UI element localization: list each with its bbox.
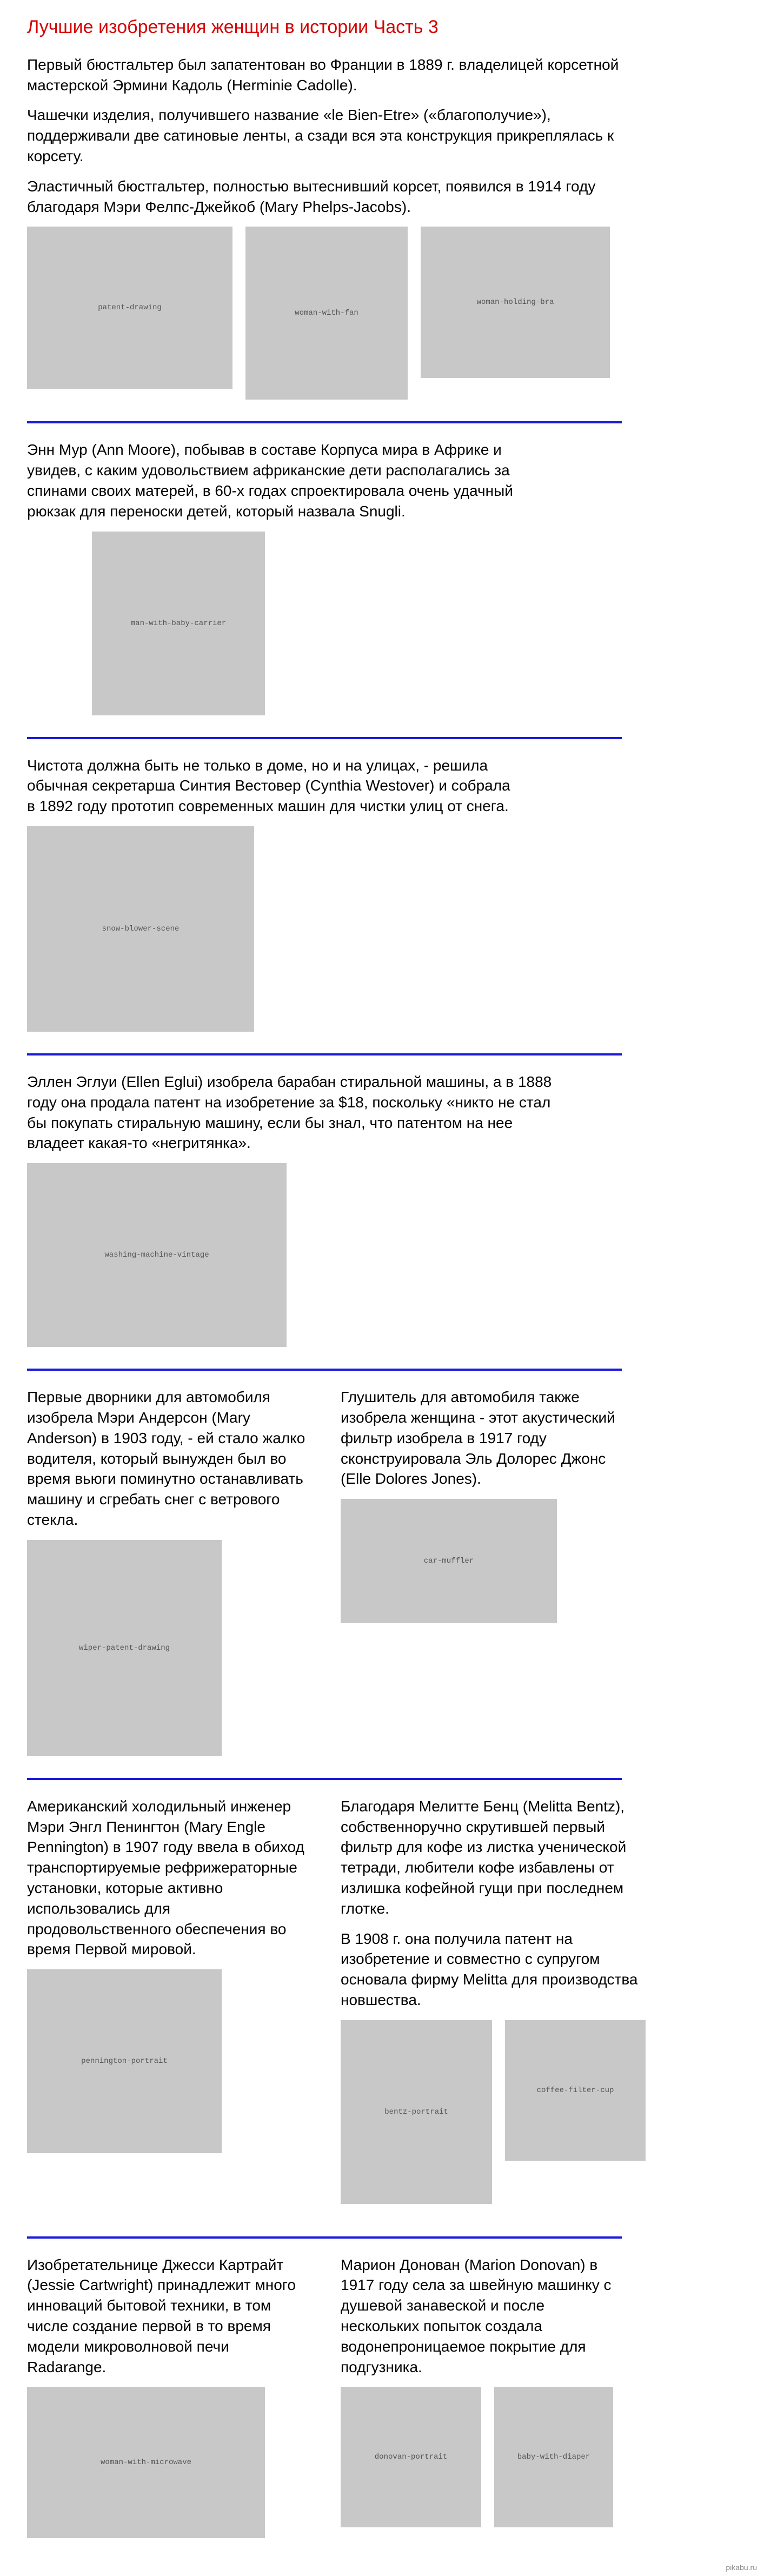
sec2-p1: Энн Мур (Ann Moore), побывав в составе К… — [27, 440, 557, 521]
page-title: Лучшие изобретения женщин в истории Част… — [27, 16, 622, 38]
sec5-columns: Первые дворники для автомобиля изобрела … — [27, 1387, 622, 1756]
sec5-left-img: wiper-patent-drawing — [27, 1540, 222, 1756]
sec4-images: washing-machine-vintage — [27, 1163, 622, 1347]
sec7-left: Изобретательнице Джесси Картрайт (Jessie… — [27, 2255, 308, 2539]
separator — [27, 737, 622, 739]
sec5-right-p1: Глушитель для автомобиля также изобрела … — [341, 1387, 622, 1489]
sec3-p1: Чистота должна быть не только в доме, но… — [27, 755, 514, 816]
sec6-left: Американский холодильный инженер Мэри Эн… — [27, 1796, 308, 2153]
article-content: Лучшие изобретения женщин в истории Част… — [0, 0, 649, 2576]
sec4-img-washer: washing-machine-vintage — [27, 1163, 287, 1347]
sec6-right-img1: bentz-portrait — [341, 2020, 492, 2204]
sec7-right-images: donovan-portrait baby-with-diaper — [341, 2387, 622, 2527]
sec6-left-p1: Американский холодильный инженер Мэри Эн… — [27, 1796, 308, 1960]
sec4-p1: Эллен Эглуи (Ellen Eglui) изобрела бараб… — [27, 1072, 557, 1153]
separator — [27, 1778, 622, 1780]
sec1-p1: Первый бюстгальтер был запатентован во Ф… — [27, 55, 622, 96]
sec2-img-carrier: man-with-baby-carrier — [92, 532, 265, 715]
separator — [27, 421, 622, 423]
sec7-right-img1: donovan-portrait — [341, 2387, 481, 2527]
sec7-left-img: woman-with-microwave — [27, 2387, 265, 2538]
sec6-left-img: pennington-portrait — [27, 1969, 222, 2153]
separator — [27, 1369, 622, 1371]
sec6-right-p2: В 1908 г. она получила патент на изобрет… — [341, 1929, 643, 2010]
page: Лучшие изобретения женщин в истории Част… — [0, 0, 784, 2576]
separator — [27, 1053, 622, 1055]
sec1-p2: Чашечки изделия, получившего название «l… — [27, 105, 622, 166]
sec5-left: Первые дворники для автомобиля изобрела … — [27, 1387, 308, 1756]
separator — [27, 2236, 622, 2239]
sec6-right-p1: Благодаря Мелитте Бенц (Melitta Bentz), … — [341, 1796, 643, 1919]
sec7-right-img2: baby-with-diaper — [494, 2387, 613, 2527]
sec7-right-p1: Марион Донован (Marion Donovan) в 1917 г… — [341, 2255, 622, 2378]
sec3-images: snow-blower-scene — [27, 826, 622, 1032]
sec3-img-snow: snow-blower-scene — [27, 826, 254, 1032]
sec5-right-img: car-muffler — [341, 1499, 557, 1623]
sec6-right-img2: coffee-filter-cup — [505, 2020, 646, 2161]
sec2-images: man-with-baby-carrier — [27, 532, 622, 715]
sec7-columns: Изобретательнице Джесси Картрайт (Jessie… — [27, 2255, 622, 2539]
sec1-img-woman-bra: woman-holding-bra — [421, 227, 610, 378]
sec1-img-fan: woman-with-fan — [245, 227, 408, 400]
sec7-right: Марион Донован (Marion Donovan) в 1917 г… — [341, 2255, 622, 2539]
sec6-right-images: bentz-portrait coffee-filter-cup — [341, 2020, 665, 2204]
sec6-columns: Американский холодильный инженер Мэри Эн… — [27, 1796, 622, 2215]
sec5-right: Глушитель для автомобиля также изобрела … — [341, 1387, 622, 1623]
sec1-p3: Эластичный бюстгальтер, полностью вытесн… — [27, 176, 622, 217]
sec5-left-p1: Первые дворники для автомобиля изобрела … — [27, 1387, 308, 1530]
sec7-left-p1: Изобретательнице Джесси Картрайт (Jessie… — [27, 2255, 308, 2378]
sec6-right: Благодаря Мелитте Бенц (Melitta Bentz), … — [341, 1796, 665, 2215]
footer-watermark: pikabu.ru — [726, 2563, 757, 2572]
sec1-images: patent-drawing woman-with-fan woman-hold… — [27, 227, 622, 400]
sec1-img-patent: patent-drawing — [27, 227, 232, 389]
